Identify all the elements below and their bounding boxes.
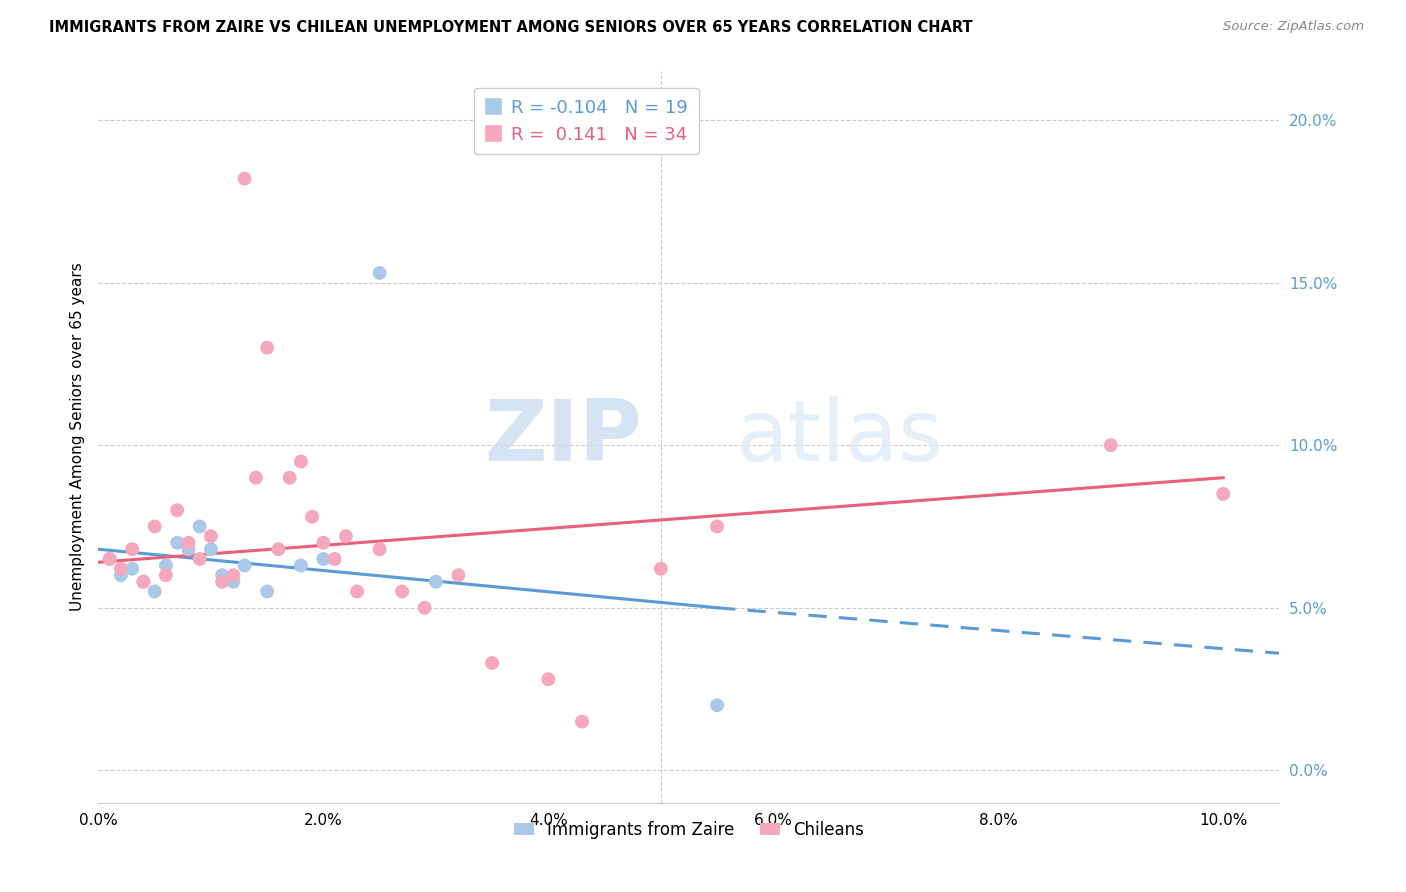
Point [155,568,177,582]
Point [98,552,121,566]
Point [110,562,132,576]
Point [233,171,256,186]
Text: atlas: atlas [737,395,945,479]
Point [143,584,166,599]
Point [98,552,121,566]
Point [278,471,301,485]
Point [155,558,177,573]
Point [368,266,391,280]
Legend: Immigrants from Zaire, Chileans: Immigrants from Zaire, Chileans [508,814,870,846]
Text: Source: ZipAtlas.com: Source: ZipAtlas.com [1223,20,1364,33]
Text: IMMIGRANTS FROM ZAIRE VS CHILEAN UNEMPLOYMENT AMONG SENIORS OVER 65 YEARS CORREL: IMMIGRANTS FROM ZAIRE VS CHILEAN UNEMPLO… [49,20,973,35]
Point [211,574,233,589]
Point [132,574,155,589]
Point [706,698,728,713]
Point [245,471,267,485]
Y-axis label: Unemployment Among Seniors over 65 years: Unemployment Among Seniors over 65 years [69,263,84,611]
Point [222,574,245,589]
Point [346,584,368,599]
Point [537,673,560,687]
Point [335,529,357,543]
Point [143,519,166,533]
Point [290,454,312,468]
Point [323,552,346,566]
Point [166,535,188,549]
Point [200,542,222,557]
Point [166,503,188,517]
Point [121,542,143,557]
Point [188,552,211,566]
Point [290,558,312,573]
Point [391,584,413,599]
Point [571,714,593,729]
Point [132,574,155,589]
Point [188,519,211,533]
Point [222,568,245,582]
Point [368,542,391,557]
Point [211,568,233,582]
Point [312,535,335,549]
Point [110,568,132,582]
Point [481,656,503,670]
Point [267,542,290,557]
Point [121,562,143,576]
Point [1212,487,1234,501]
Point [233,558,256,573]
Text: ZIP: ZIP [484,395,641,479]
Point [200,529,222,543]
Point [256,584,278,599]
Point [447,568,470,582]
Point [650,562,672,576]
Point [256,341,278,355]
Point [312,552,335,566]
Point [177,542,200,557]
Point [1099,438,1122,452]
Point [706,519,728,533]
Point [177,535,200,549]
Point [413,600,436,615]
Point [301,509,323,524]
Point [425,574,447,589]
